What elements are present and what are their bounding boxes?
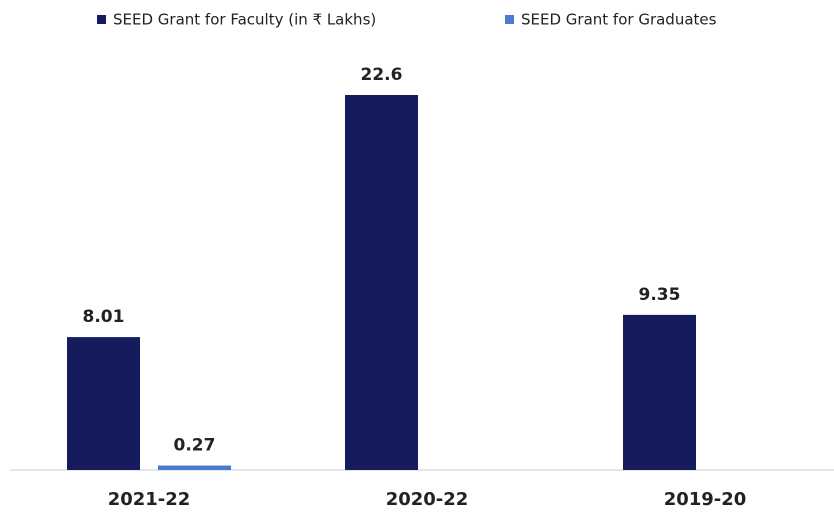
data-label: 8.01	[83, 307, 125, 327]
data-label: 22.6	[361, 65, 403, 85]
legend-swatch	[97, 15, 106, 24]
legend-label: SEED Grant for Graduates	[521, 11, 717, 29]
data-label: 9.35	[639, 285, 681, 305]
x-tick-label: 2019-20	[664, 489, 747, 510]
legend-swatch	[505, 15, 514, 24]
data-label: 0.27	[174, 436, 216, 456]
bar	[623, 314, 696, 470]
x-tick-label: 2021-22	[108, 489, 191, 510]
bar	[67, 337, 140, 470]
bar	[158, 465, 231, 470]
bar	[345, 95, 418, 470]
legend-label: SEED Grant for Faculty (in ₹ Lakhs)	[113, 11, 376, 29]
x-tick-label: 2020-22	[386, 489, 469, 510]
